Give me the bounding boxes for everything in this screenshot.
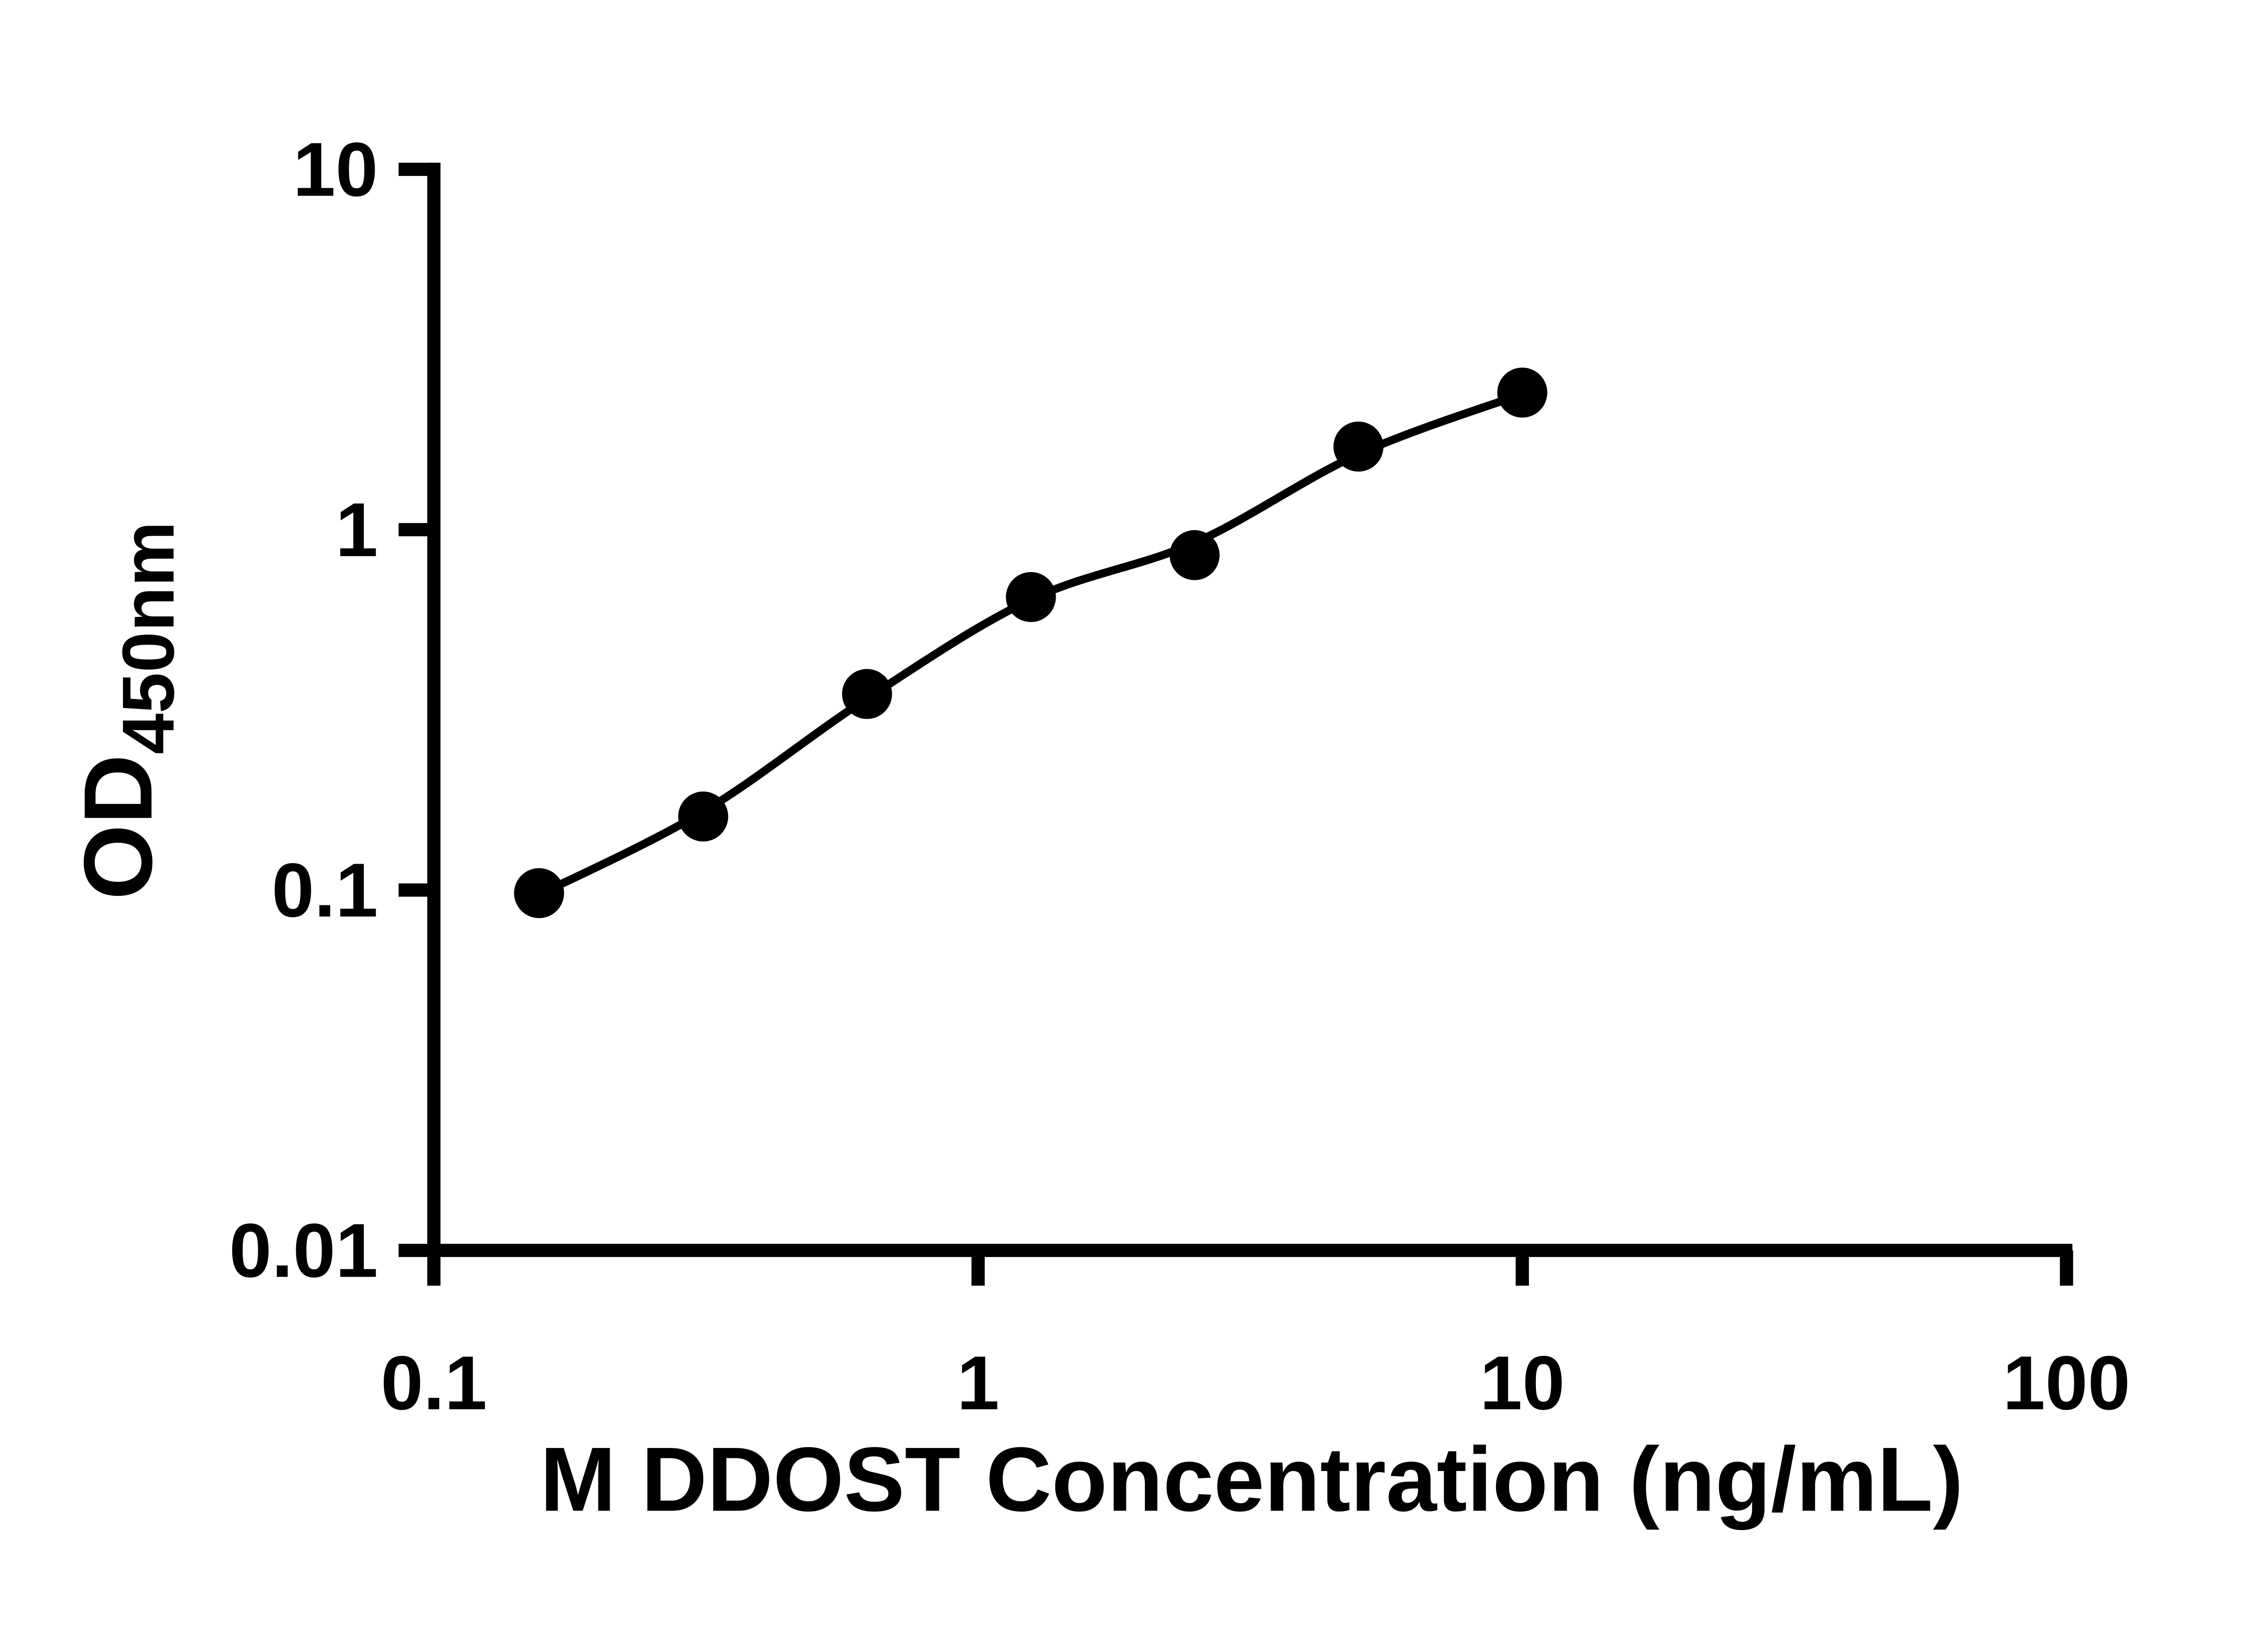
data-point: [1006, 572, 1056, 622]
data-point: [842, 669, 892, 719]
y-axis-title-main: OD: [64, 754, 172, 900]
y-axis-title: OD450nm: [64, 521, 190, 900]
data-point: [1169, 530, 1220, 580]
y-axis-title-subscript: 450nm: [108, 521, 190, 754]
y-axis-tick-label: 0.1: [272, 847, 378, 933]
data-point: [678, 791, 728, 842]
x-axis-tick-label: 0.1: [381, 1340, 487, 1426]
x-axis-tick-label: 1: [957, 1340, 999, 1426]
y-axis-tick-label: 10: [293, 127, 378, 212]
data-point: [1333, 421, 1383, 472]
y-axis-tick-label: 0.01: [229, 1208, 378, 1293]
x-axis-tick-label: 10: [1480, 1340, 1565, 1426]
y-axis-tick-label: 1: [336, 487, 378, 572]
data-point: [514, 868, 564, 919]
x-axis-tick-label: 100: [2003, 1340, 2130, 1426]
data-point: [1497, 367, 1548, 418]
x-axis-title: M DDOST Concentration (ng/mL): [540, 1428, 1963, 1530]
